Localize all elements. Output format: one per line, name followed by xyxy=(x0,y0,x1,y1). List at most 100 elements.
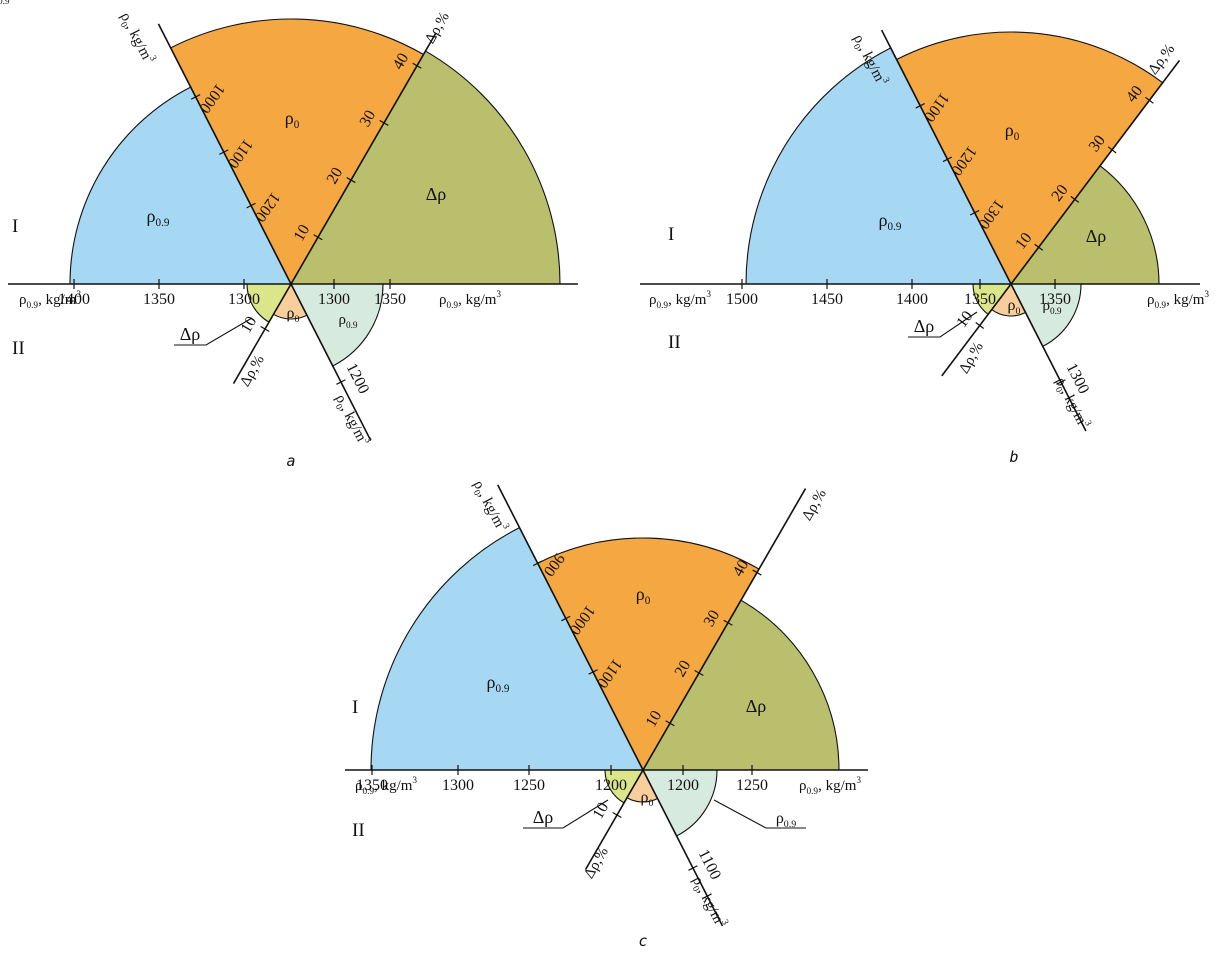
sector-delta-rho xyxy=(1009,165,1160,285)
sector-delta-rho xyxy=(642,599,840,771)
rho0-axis xyxy=(157,23,372,441)
label-rho0: ρ0​ xyxy=(1005,120,1020,143)
label-small-rho0: ρ0​ xyxy=(287,305,300,325)
axis-title-rho09-right: ρ0.9, kg/m3​ xyxy=(799,776,861,797)
sector-small-rho09 xyxy=(642,769,718,837)
panel-caption: b xyxy=(1009,448,1018,466)
rho0-lower-axis-label: 1200 xyxy=(343,360,373,396)
label-rho0: ρ0​ xyxy=(636,584,651,607)
rho09-left-axis-label: 1350 xyxy=(143,291,175,308)
region-label-upper: I xyxy=(668,224,674,245)
rho09-left-axis-label: 1250 xyxy=(513,777,545,794)
rho0-upper-axis-tick xyxy=(246,202,256,209)
delta-rho-axis xyxy=(941,59,1181,377)
label-delta-rho: Δρ xyxy=(426,184,447,204)
delta-rho-upper-axis-tick xyxy=(723,619,733,626)
label-rho09: ρ0.9​ xyxy=(879,210,902,233)
region-label-upper: I xyxy=(352,697,358,718)
axis-title-rho09-right: ρ0.9, kg/m3​ xyxy=(439,290,501,311)
delta-rho-upper-axis-tick xyxy=(1107,146,1117,154)
rho09-right-axis-label: 1300 xyxy=(318,291,350,308)
panel-c: 1350 1300 1250 1200 1200 12509001000110010203… xyxy=(0,0,868,950)
axis-title-delta-rho-bottom: Δρ,% xyxy=(581,845,612,882)
rho09-left-axis-label: 1350 xyxy=(964,291,996,308)
axis-title-rho0-top: ρ0, kg/m3​ xyxy=(114,9,158,68)
delta-rho-upper-axis-tick xyxy=(346,177,356,184)
rho09-right-axis-label: 1350 xyxy=(1039,291,1071,308)
panel-a: 1400 1350 1300 1300 135010001100120010203040… xyxy=(8,9,578,470)
delta-rho-upper-axis-label: 10 xyxy=(643,708,666,730)
delta-rho-lower-axis-tick xyxy=(612,812,622,819)
callout-label-delta-rho: Δρ xyxy=(533,807,554,827)
rho0-upper-axis-tick xyxy=(588,669,598,675)
label-small-rho0: ρ0​ xyxy=(1008,297,1021,317)
delta-rho-upper-axis-tick xyxy=(665,720,675,727)
rho0-upper-axis-tick xyxy=(915,102,925,109)
sector-delta-rho xyxy=(290,50,561,285)
label-small-rho09: ρ0.9​ xyxy=(1042,298,1061,317)
delta-rho-upper-axis-label: 30 xyxy=(357,107,380,129)
label-rho09: ρ0.9​ xyxy=(487,672,510,695)
label-rho09: ρ0.9​ xyxy=(147,206,170,229)
sector-rho09 xyxy=(69,86,292,285)
rho09-right-axis-label: 1200 xyxy=(667,777,699,794)
rho09-left-axis-label: 1300 xyxy=(228,291,260,308)
sector-small-delta-rho xyxy=(246,283,292,323)
label-small-rho09: ρ0.9​ xyxy=(0,0,10,7)
rho0-lower-axis-tick xyxy=(1056,379,1066,385)
delta-rho-upper-axis-tick xyxy=(1070,195,1080,203)
sector-rho0 xyxy=(169,18,425,286)
delta-rho-upper-axis-tick xyxy=(313,234,323,241)
region-label-upper: I xyxy=(12,216,18,237)
region-label-lower: II xyxy=(12,338,25,359)
callout-line-delta-rho xyxy=(908,311,978,338)
axis-title-rho09-left: ρ0.9, kg/m3​ xyxy=(649,290,711,311)
label-small-rho0: ρ0​ xyxy=(641,789,654,809)
rho09-left-axis-label: 1450 xyxy=(811,291,843,308)
axis-title-rho0-top: ρ0, kg/m3​ xyxy=(467,477,511,536)
rho0-upper-axis-tick xyxy=(561,615,571,622)
axis-title-rho09-right: ρ0.9, kg/m3​ xyxy=(1147,290,1209,311)
delta-rho-upper-axis-label: 10 xyxy=(291,222,314,244)
sector-small-rho09 xyxy=(290,283,384,367)
label-small-rho09: ρ0.9​ xyxy=(338,312,357,331)
delta-rho-upper-axis-label: 40 xyxy=(390,50,413,72)
rho09-left-axis-label: 1400 xyxy=(58,291,90,308)
rho09-left-axis-label: 1200 xyxy=(595,777,627,794)
rho0-axis xyxy=(880,29,1087,432)
axis-title-rho0-bottom: ρ0, kg/m3​ xyxy=(329,391,373,450)
delta-rho-lower-axis-label: 10 xyxy=(238,314,261,336)
delta-rho-upper-axis-label: 30 xyxy=(701,607,724,629)
delta-rho-upper-axis-tick xyxy=(1145,96,1154,104)
sector-rho09 xyxy=(370,526,644,771)
sector-rho0 xyxy=(895,31,1164,286)
delta-rho-upper-axis-tick xyxy=(412,62,422,69)
rho0-upper-axis-tick xyxy=(942,156,953,163)
panel-b: 1500 1450 1400 1350 135011001200130010203040… xyxy=(640,29,1209,466)
label-rho0: ρ0​ xyxy=(285,108,300,131)
region-label-lower: II xyxy=(668,332,681,353)
delta-rho-axis xyxy=(584,488,807,870)
rho09-right-axis-label: 1250 xyxy=(736,777,768,794)
sector-rho0 xyxy=(536,537,760,772)
delta-rho-upper-axis-label: 20 xyxy=(672,658,695,680)
delta-rho-lower-axis-tick xyxy=(260,326,270,333)
rho0-lower-axis-tick xyxy=(688,865,698,871)
rho0-upper-axis-tick xyxy=(219,149,229,155)
region-label-lower: II xyxy=(352,820,365,841)
callout-label-delta-rho: Δρ xyxy=(180,324,201,344)
rho0-upper-axis-tick xyxy=(190,94,201,100)
rho09-right-axis-label: 1350 xyxy=(374,291,406,308)
label-delta-rho: Δρ xyxy=(746,696,767,716)
delta-rho-upper-axis-tick xyxy=(1034,243,1044,251)
label-delta-rho: Δρ xyxy=(1086,226,1107,246)
axis-title-rho09-left: ρ0.9, kg/m3​ xyxy=(19,290,81,311)
axis-title-rho0-bottom: ρ0, kg/m3​ xyxy=(686,873,730,932)
sector-rho09 xyxy=(745,47,1012,285)
sector-small-rho09 xyxy=(1010,283,1082,348)
delta-rho-lower-axis-label: 10 xyxy=(590,800,613,822)
callout-line-delta-rho xyxy=(523,799,609,829)
rho09-left-axis-label: 1500 xyxy=(726,291,758,308)
delta-rho-axis xyxy=(232,32,437,384)
